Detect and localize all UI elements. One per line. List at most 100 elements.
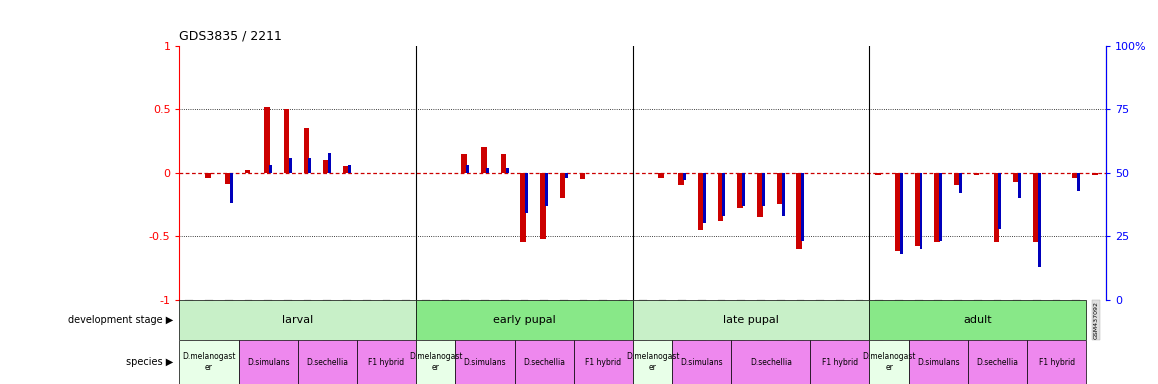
Text: GDS3835 / 2211: GDS3835 / 2211 (179, 29, 283, 42)
Text: D.sechellia: D.sechellia (976, 358, 1019, 367)
Bar (738, 173, 742, 208)
Bar (1033, 173, 1039, 243)
Bar (1018, 173, 1021, 198)
Bar (323, 160, 329, 173)
Bar (974, 173, 980, 175)
Bar (1013, 173, 1019, 182)
Bar (573, 340, 632, 384)
Bar (347, 165, 351, 173)
Bar (723, 173, 725, 216)
Bar (777, 173, 783, 205)
Bar (540, 173, 545, 239)
Bar (1092, 173, 1098, 175)
Bar (732, 340, 811, 384)
Text: D.sechellia: D.sechellia (523, 358, 565, 367)
Bar (239, 340, 298, 384)
Text: F1 hybrid: F1 hybrid (368, 358, 404, 367)
Bar (998, 173, 1002, 228)
Bar (357, 340, 416, 384)
Bar (179, 300, 416, 340)
Bar (1072, 173, 1078, 178)
Text: late pupal: late pupal (723, 315, 779, 325)
Bar (244, 170, 250, 173)
Text: D.simulans: D.simulans (681, 358, 723, 367)
Bar (954, 173, 960, 185)
Bar (565, 173, 567, 178)
Text: D.melanogast
er: D.melanogast er (182, 353, 236, 372)
Bar (762, 173, 764, 206)
Text: F1 hybrid: F1 hybrid (585, 358, 622, 367)
Bar (632, 300, 870, 340)
Bar (284, 109, 290, 173)
Bar (698, 173, 703, 230)
Bar (742, 173, 745, 206)
Bar (683, 173, 686, 180)
Bar (416, 340, 455, 384)
Bar (959, 173, 962, 193)
Text: early pupal: early pupal (493, 315, 556, 325)
Bar (703, 173, 705, 223)
Bar (1027, 340, 1086, 384)
Text: D.melanogast
er: D.melanogast er (625, 353, 680, 372)
Bar (870, 300, 1086, 340)
Bar (481, 147, 486, 173)
Bar (225, 173, 230, 184)
Bar (514, 340, 573, 384)
Bar (520, 173, 526, 243)
Bar (919, 173, 923, 249)
Bar (915, 173, 921, 246)
Bar (416, 300, 632, 340)
Bar (343, 167, 349, 173)
Text: D.sechellia: D.sechellia (307, 358, 349, 367)
Text: larval: larval (283, 315, 314, 325)
Bar (461, 154, 467, 173)
Bar (205, 173, 211, 178)
Text: D.simulans: D.simulans (917, 358, 960, 367)
Bar (303, 128, 309, 173)
Bar (506, 168, 508, 173)
Bar (935, 173, 940, 243)
Text: D.melanogast
er: D.melanogast er (409, 353, 462, 372)
Text: D.sechellia: D.sechellia (750, 358, 792, 367)
Bar (1038, 173, 1041, 266)
Bar (486, 168, 489, 173)
Bar (811, 340, 870, 384)
Bar (909, 340, 968, 384)
Bar (968, 340, 1027, 384)
Bar (288, 157, 292, 173)
Text: species ▶: species ▶ (126, 357, 174, 367)
Bar (679, 173, 683, 185)
Bar (545, 173, 548, 206)
Text: D.simulans: D.simulans (463, 358, 506, 367)
Bar (875, 173, 881, 175)
Bar (939, 173, 943, 241)
Text: D.simulans: D.simulans (247, 358, 290, 367)
Bar (526, 173, 528, 214)
Bar (580, 173, 585, 179)
Bar (328, 152, 331, 173)
Bar (500, 154, 506, 173)
Bar (467, 165, 469, 173)
Bar (757, 173, 762, 217)
Text: D.melanogast
er: D.melanogast er (863, 353, 916, 372)
Bar (308, 157, 312, 173)
Bar (782, 173, 784, 216)
Bar (269, 165, 272, 173)
Bar (718, 173, 723, 221)
Bar (659, 173, 664, 178)
Bar (895, 173, 901, 252)
Bar (179, 340, 239, 384)
Bar (797, 173, 802, 249)
Bar (455, 340, 514, 384)
Bar (264, 107, 270, 173)
Text: development stage ▶: development stage ▶ (68, 315, 174, 325)
Bar (298, 340, 357, 384)
Bar (900, 173, 903, 254)
Bar (870, 340, 909, 384)
Bar (229, 173, 233, 203)
Bar (560, 173, 565, 198)
Bar (632, 340, 673, 384)
Bar (1077, 173, 1080, 190)
Bar (801, 173, 804, 241)
Bar (994, 173, 999, 243)
